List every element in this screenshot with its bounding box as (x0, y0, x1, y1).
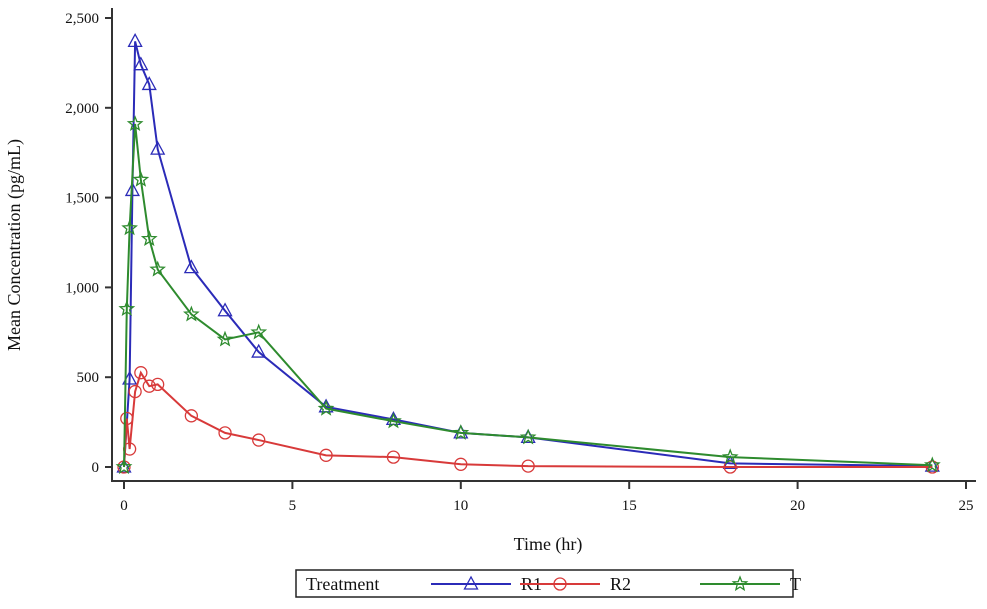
y-tick-label: 500 (77, 370, 100, 386)
data-point-T (385, 412, 402, 429)
y-tick-label: 2,500 (65, 11, 99, 27)
x-tick-label: 15 (622, 498, 637, 514)
data-point-R2 (723, 460, 737, 474)
series-line-T (123, 123, 933, 468)
y-tick-label: 1,000 (65, 280, 99, 296)
legend: Treatment R1 R2 T (295, 569, 801, 598)
data-point-R2 (218, 426, 232, 440)
data-point-T (317, 399, 335, 416)
data-point-R1 (116, 458, 132, 473)
data-point-R2 (521, 459, 535, 473)
x-tick-label: 5 (289, 498, 297, 514)
data-point-T (132, 170, 150, 187)
data-point-R1 (251, 343, 267, 358)
x-tick-label: 20 (790, 498, 805, 514)
data-point-T (519, 428, 537, 445)
data-point-T (118, 300, 136, 317)
data-point-R2 (134, 366, 148, 380)
data-point-R1 (183, 259, 199, 274)
series-T (115, 115, 941, 475)
data-point-T (149, 260, 166, 277)
data-point-T (923, 456, 941, 473)
data-point-R2 (142, 379, 156, 393)
data-point-T (183, 305, 200, 322)
series-line-R1 (123, 41, 933, 468)
series-R2 (117, 366, 939, 474)
series-R1 (116, 32, 940, 473)
data-point-T (721, 448, 739, 465)
data-point-R2 (128, 384, 142, 399)
data-point-R2 (120, 411, 134, 426)
y-tick-label: 1,500 (65, 191, 99, 207)
axes (111, 8, 976, 482)
data-point-R2 (184, 409, 199, 423)
data-point-R2 (386, 450, 401, 464)
x-axis-label: Time (hr) (514, 534, 583, 555)
data-point-T (140, 230, 158, 247)
x-tick-label: 25 (959, 498, 974, 514)
data-point-T (121, 219, 138, 236)
data-point-T (452, 424, 470, 440)
series-line-R2 (123, 370, 933, 468)
data-point-R2 (319, 448, 333, 462)
data-point-R1 (127, 32, 143, 47)
data-point-T (115, 458, 133, 475)
data-point-R1 (133, 56, 149, 71)
x-tick-label: 10 (453, 498, 468, 514)
data-point-R1 (124, 182, 141, 197)
legend-marker-T (731, 575, 749, 592)
y-tick-label: 0 (92, 460, 100, 476)
data-point-R1 (141, 76, 157, 91)
legend-label-R2: R2 (610, 574, 631, 594)
y-tick-label: 2,000 (65, 101, 99, 117)
x-tick-label: 0 (120, 498, 128, 514)
data-point-T (216, 330, 234, 347)
data-point-T (126, 115, 144, 132)
data-point-R2 (252, 433, 266, 447)
data-point-R2 (151, 377, 165, 392)
legend-label-T: T (790, 574, 801, 594)
legend-title: Treatment (306, 574, 379, 594)
data-point-R2 (454, 457, 468, 471)
data-point-R1 (217, 302, 233, 317)
data-point-R1 (150, 140, 166, 155)
data-point-T (250, 323, 268, 340)
legend-marker-R2 (553, 577, 567, 591)
y-axis-label: Mean Concentration (pg/mL) (4, 139, 25, 351)
data-point-R2 (925, 460, 939, 474)
legend-marker-R1 (463, 575, 479, 590)
